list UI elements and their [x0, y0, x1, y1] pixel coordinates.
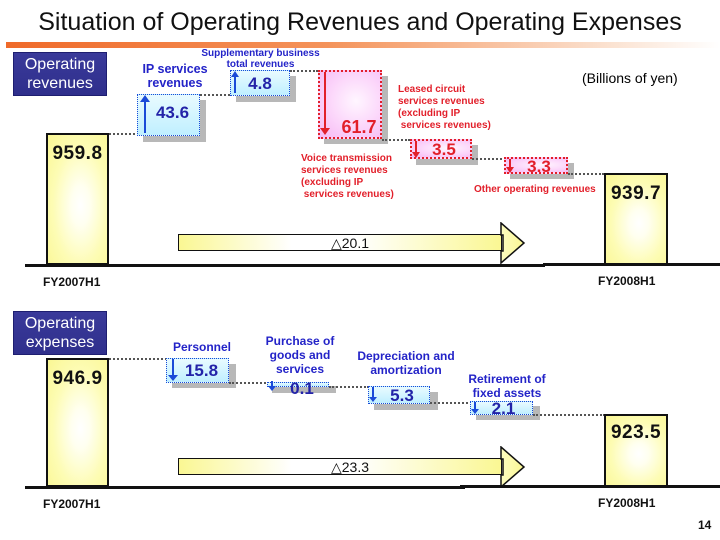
retirement-delta-box: 2.1 [470, 399, 533, 418]
down-arrow-icon [474, 402, 476, 410]
down-arrow-icon [271, 381, 273, 387]
down-arrow-icon [172, 359, 174, 377]
delta-value: 61.7 [341, 117, 377, 137]
delta-value: 4.8 [248, 74, 272, 93]
period-label-end: FY2008H1 [598, 274, 656, 288]
bar-fy2007h1-expenses: 946.9 [46, 358, 109, 487]
up-arrow-icon [234, 75, 236, 93]
title-underline [6, 42, 720, 48]
period-label-end: FY2008H1 [598, 496, 656, 510]
connector-line [472, 158, 506, 160]
connector-line [430, 402, 472, 404]
revenues-section-label: Operating revenues [13, 52, 107, 96]
delta-value: 15.8 [184, 361, 219, 380]
arrowhead-icon [500, 222, 526, 264]
connector-line [109, 133, 139, 135]
leased-circuit-delta-box: 3.5 [410, 139, 472, 159]
connector-line [568, 173, 604, 175]
down-arrowhead-icon [506, 167, 514, 173]
supplementary-label: Supplementary business total revenues [201, 48, 320, 70]
page-title: Situation of Operating Revenues and Oper… [38, 8, 682, 36]
personnel-label: Personnel [172, 340, 232, 354]
change-arrow-revenues: △20.1 [178, 234, 502, 251]
personnel-delta-box: 15.8 [166, 358, 229, 383]
down-arrow-icon [509, 159, 511, 169]
down-arrowhead-icon [471, 409, 479, 414]
depreciation-label: Depreciation and amortization [357, 349, 455, 377]
up-arrow-icon [144, 99, 146, 133]
arrowhead-icon [500, 446, 526, 488]
down-arrowhead-icon [268, 386, 276, 391]
ip-services-delta-box: 43.6 [137, 94, 200, 136]
label-line: Operating [24, 315, 96, 332]
bar-fy2007h1-revenues: 959.8 [46, 133, 109, 265]
connector-line [109, 358, 167, 360]
connector-line [533, 414, 605, 416]
delta-value: 0.1 [290, 379, 314, 398]
bar-value: 959.8 [52, 143, 103, 164]
delta-value: 43.6 [155, 103, 190, 122]
purchase-delta-box [267, 381, 329, 391]
bar-fy2008h1-expenses: 923.5 [604, 414, 668, 487]
down-arrowhead-icon [320, 128, 330, 135]
label-line: expenses [25, 334, 95, 351]
unit-label: (Billions of yen) [582, 70, 678, 86]
connector-line [329, 386, 369, 388]
down-arrowhead-icon [412, 152, 420, 158]
axis-line [460, 485, 720, 488]
delta-value: 3.5 [432, 140, 456, 159]
axis-line [25, 486, 465, 489]
change-value: △23.3 [330, 459, 369, 475]
voice-transmission-delta-box: 61.7 [318, 70, 382, 139]
down-arrowhead-icon [369, 397, 377, 402]
bar-value: 946.9 [52, 368, 103, 389]
ip-services-label: IP services revenues [142, 62, 208, 90]
connector-line [290, 70, 318, 72]
up-arrowhead-icon [231, 71, 239, 77]
down-arrow-icon [372, 387, 374, 398]
retirement-label: Retirement of fixed assets [468, 372, 546, 400]
axis-line [543, 263, 720, 266]
period-label-start: FY2007H1 [43, 275, 101, 289]
delta-value: 3.3 [527, 157, 551, 176]
leased-circuit-label: Leased circuit services revenues (exclud… [398, 84, 491, 131]
up-arrowhead-icon [140, 95, 150, 102]
voice-transmission-label: Voice transmission services revenues (ex… [301, 153, 394, 200]
axis-line [25, 264, 545, 267]
bar-value: 923.5 [610, 422, 662, 443]
connector-line [382, 139, 410, 141]
purchase-label: Purchase of goods and services [265, 334, 335, 376]
change-value: △20.1 [330, 235, 369, 251]
other-operating-label: Other operating revenues [474, 184, 596, 195]
down-arrow-icon [324, 72, 326, 130]
period-label-start: FY2007H1 [43, 497, 101, 511]
connector-line [200, 94, 230, 96]
expenses-section-label: Operating expenses [13, 311, 107, 355]
label-line: Operating [24, 56, 96, 73]
other-operating-delta-box: 3.3 [504, 157, 568, 176]
page-number: 14 [698, 518, 712, 532]
bar-value: 939.7 [610, 183, 662, 204]
depreciation-delta-box: 5.3 [368, 386, 430, 404]
down-arrowhead-icon [168, 375, 178, 381]
bar-fy2008h1-revenues: 939.7 [604, 173, 668, 265]
connector-line [229, 382, 269, 384]
change-arrow-expenses: △23.3 [178, 458, 502, 475]
supplementary-delta-box: 4.8 [230, 70, 290, 96]
delta-value: 2.1 [491, 399, 516, 418]
shadow [272, 386, 336, 393]
down-arrow-icon [415, 141, 417, 154]
delta-value: 5.3 [390, 386, 414, 405]
label-line: revenues [27, 75, 93, 92]
